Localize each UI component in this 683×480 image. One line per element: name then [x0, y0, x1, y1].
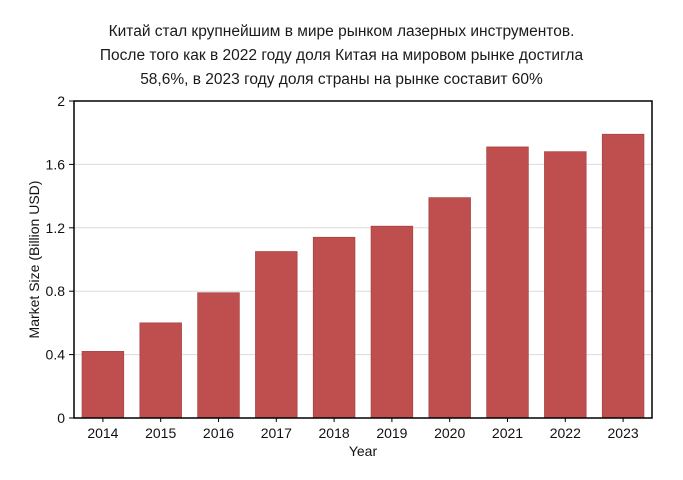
x-tick-label-2018: 2018	[319, 425, 350, 441]
x-tick-label-2015: 2015	[145, 425, 176, 441]
x-tick-label-2016: 2016	[203, 425, 234, 441]
y-tick-label: 2	[57, 93, 65, 109]
bar-2019	[370, 225, 414, 419]
y-tick-layer: 0 0.4 0.8 1.2 1.6 2	[46, 93, 74, 426]
x-axis-label: Year	[349, 443, 378, 459]
x-tick-label-2014: 2014	[87, 425, 118, 441]
bar-2020	[428, 197, 471, 419]
chart-title-line-3: 58,6%, в 2023 году доля страны на рынке …	[140, 71, 543, 88]
x-tick-label-2022: 2022	[550, 425, 581, 441]
bar-2021	[486, 146, 529, 419]
bar-2015	[139, 322, 182, 419]
x-tick-label-2017: 2017	[261, 425, 292, 441]
x-tick-layer: 2014 2015 2016 2017 2018 2019 2020 2021 2022 2023	[87, 418, 639, 441]
y-tick-label: 1.2	[46, 220, 66, 236]
chart-title: Китай стал крупнейшим в мире рынком лазе…	[0, 20, 683, 92]
x-tick-label-2020: 2020	[434, 425, 465, 441]
y-tick-label: 0.8	[46, 283, 66, 299]
bar-2017	[255, 251, 298, 419]
bar-layer	[81, 133, 645, 419]
y-tick-label: 0	[57, 410, 65, 426]
chart-title-line-1: Китай стал крупнейшим в мире рынком лазе…	[108, 23, 575, 40]
bar-2018	[312, 236, 356, 419]
bar-2023	[601, 133, 645, 419]
y-axis-label: Market Size (Billion USD)	[26, 181, 42, 339]
chart-title-line-2: После того как в 2022 году доля Китая на…	[99, 47, 584, 64]
y-tick-label: 1.6	[46, 156, 66, 172]
bar-2014	[81, 351, 125, 419]
x-tick-label-2021: 2021	[492, 425, 523, 441]
x-tick-label-2023: 2023	[608, 425, 639, 441]
x-tick-label-2019: 2019	[376, 425, 407, 441]
plot-frame	[73, 100, 653, 419]
y-tick-label: 0.4	[46, 347, 66, 363]
bar-2016	[197, 292, 240, 419]
bar-2022	[544, 151, 587, 419]
